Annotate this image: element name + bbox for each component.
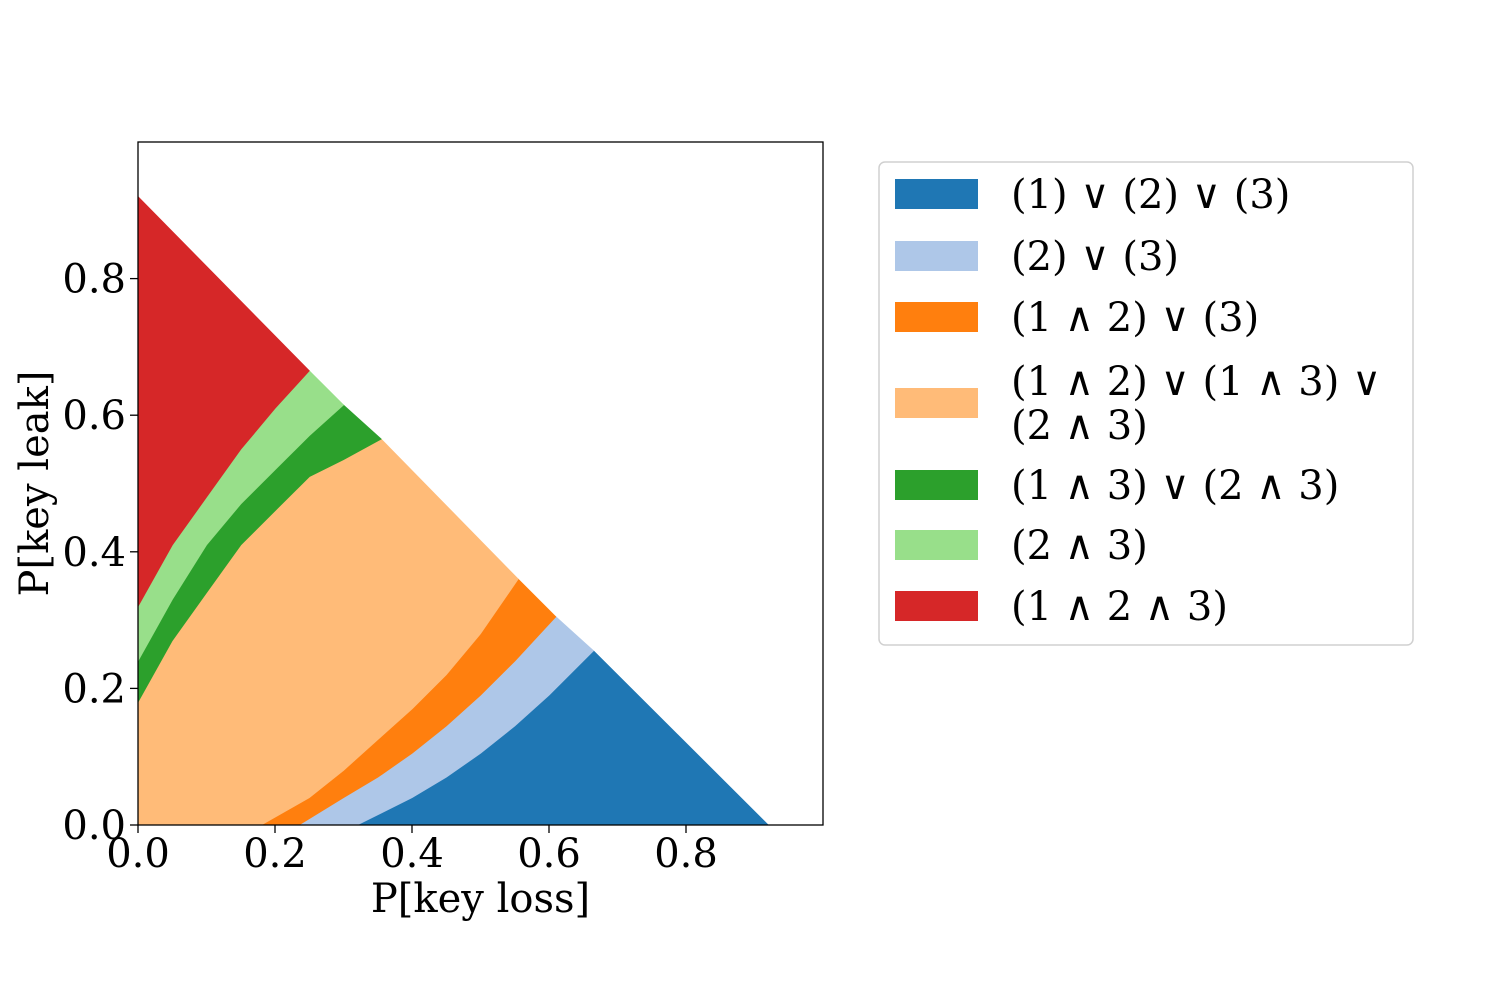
- y-tick-label: 0.6: [62, 393, 126, 439]
- legend-label-line: (1 ∧ 2) ∨ (1 ∧ 3) ∨: [1011, 359, 1381, 405]
- legend-swatch: [895, 179, 978, 209]
- legend-swatch: [895, 530, 978, 560]
- legend-swatch: [895, 302, 978, 332]
- plot-area: [137, 141, 824, 826]
- region-layer: [137, 195, 770, 826]
- legend-label: (1 ∧ 2) ∨ (3): [1011, 295, 1259, 341]
- x-tick-label: 0.2: [243, 831, 307, 877]
- y-tick-label: 0.4: [62, 530, 126, 576]
- legend-label: (1 ∧ 2 ∧ 3): [1011, 584, 1228, 630]
- plot-frame: [137, 141, 824, 826]
- y-tick-label: 0.2: [62, 666, 126, 712]
- legend-frame: [878, 161, 1414, 646]
- x-axis-label: P[key loss]: [371, 876, 590, 922]
- region-7: [137, 195, 310, 608]
- x-tick-label: 0.4: [380, 831, 444, 877]
- y-axis-label: P[key leak]: [12, 371, 58, 597]
- legend: (1) ∨ (2) ∨ (3) (2) ∨ (3) (1 ∧ 2) ∨ (3) (1 …: [878, 161, 1414, 646]
- x-tick-label: 0.6: [517, 831, 581, 877]
- y-tick-label: 0.0: [62, 803, 126, 849]
- legend-swatch: [895, 388, 978, 418]
- legend-swatch: [895, 241, 978, 271]
- x-tick-label: 0.0: [106, 831, 170, 877]
- legend-label: (1 ∧ 2) ∨ (1 ∧ 3) ∨ (2 ∧ 3): [1011, 359, 1381, 449]
- legend-label: (2) ∨ (3): [1011, 234, 1179, 280]
- legend-label: (1 ∧ 3) ∨ (2 ∧ 3): [1011, 463, 1339, 509]
- legend-label: (1) ∨ (2) ∨ (3): [1011, 172, 1290, 218]
- x-axis-ticks: 0.0 0.2 0.4 0.6 0.8: [106, 825, 718, 877]
- legend-swatch: [895, 470, 978, 500]
- x-tick-label: 0.8: [654, 831, 718, 877]
- y-tick-label: 0.8: [62, 257, 126, 303]
- legend-swatch: [895, 591, 978, 621]
- legend-label: (2 ∧ 3): [1011, 523, 1148, 569]
- y-axis-ticks: 0.0 0.2 0.4 0.6 0.8: [62, 257, 138, 849]
- legend-label-line: (2 ∧ 3): [1011, 403, 1148, 449]
